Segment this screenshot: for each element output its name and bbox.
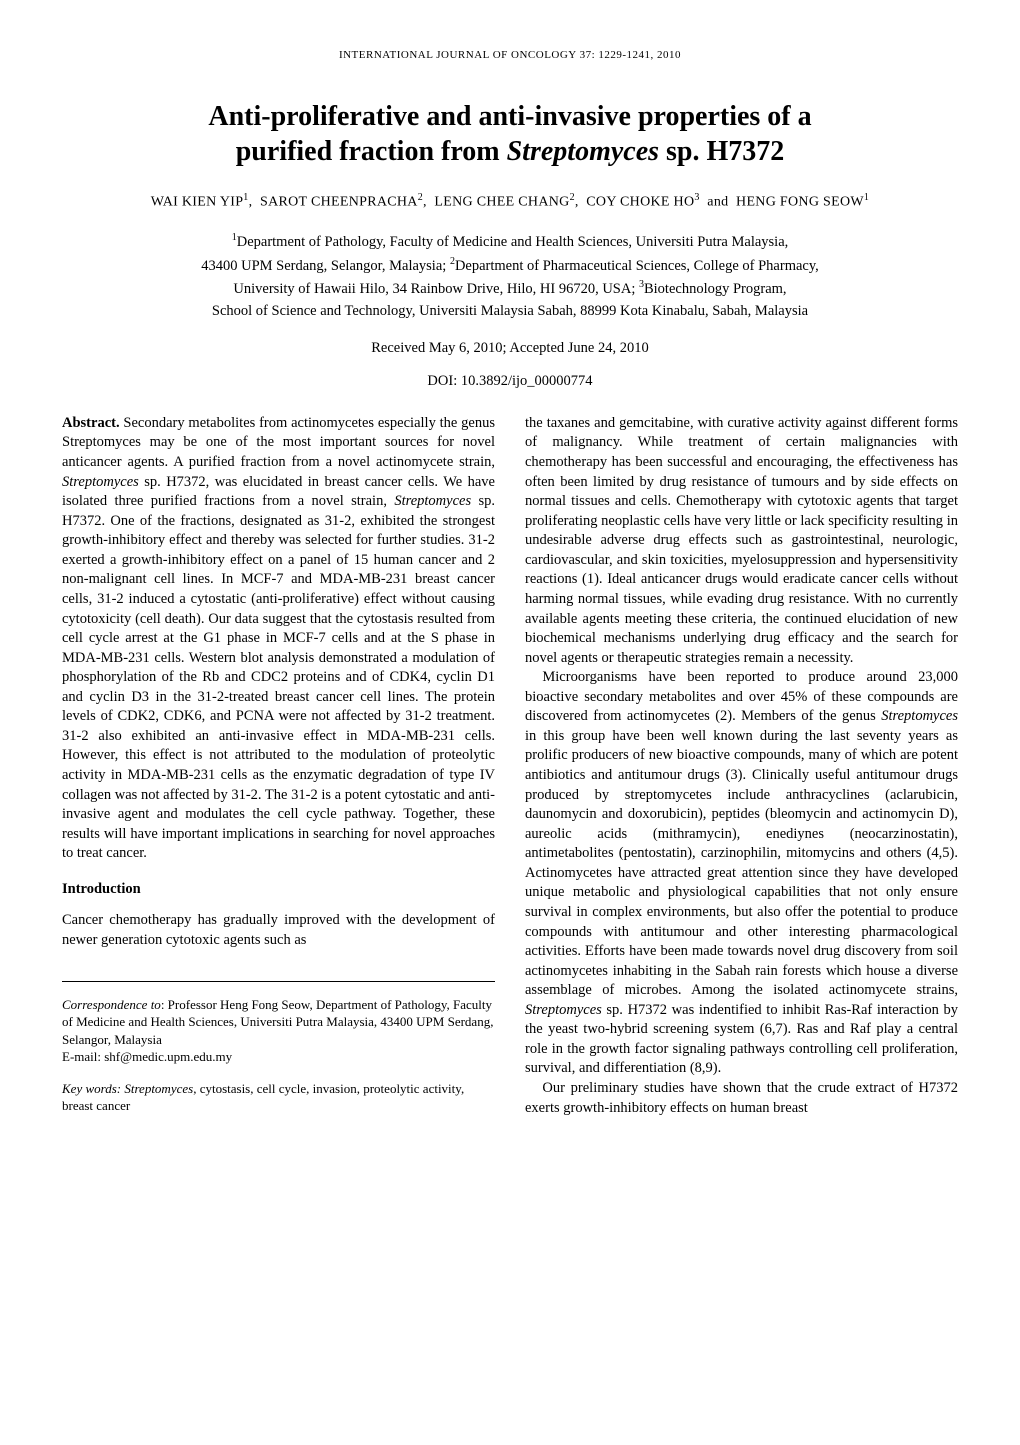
- author-2-sup: 2: [418, 192, 423, 203]
- correspondence-block: Correspondence to: Professor Heng Fong S…: [62, 996, 495, 1066]
- keywords-block: Key words: Streptomyces, cytostasis, cel…: [62, 1080, 495, 1115]
- received-accepted-dates: Received May 6, 2010; Accepted June 24, …: [62, 339, 958, 359]
- authors-line: WAI KIEN YIP1, SAROT CHEENPRACHA2, LENG …: [62, 191, 958, 213]
- author-5-sup: 1: [864, 192, 869, 203]
- intro-p2-genus-1: Streptomyces: [881, 708, 958, 724]
- affil-line-1: Department of Pathology, Faculty of Medi…: [237, 234, 789, 250]
- intro-paragraph-1-right: the taxanes and gemcitabine, with curati…: [525, 414, 958, 668]
- affil-line-4: School of Science and Technology, Univer…: [212, 303, 808, 319]
- two-column-body: Abstract. Secondary metabolites from act…: [62, 414, 958, 1118]
- abstract-genus-2: Streptomyces: [394, 493, 471, 509]
- abstract-paragraph: Abstract. Secondary metabolites from act…: [62, 414, 495, 864]
- affil-line-2-post: Department of Pharmaceutical Sciences, C…: [455, 258, 819, 274]
- correspondence-email: E-mail: shf@medic.upm.edu.my: [62, 1049, 232, 1064]
- title-line-2-pre: purified fraction from: [236, 136, 507, 167]
- intro-paragraph-3: Our preliminary studies have shown that …: [525, 1079, 958, 1118]
- intro-paragraph-2: Microorganisms have been reported to pro…: [525, 668, 958, 1079]
- correspondence-label: Correspondence to: [62, 997, 161, 1012]
- keywords-label: Key words:: [62, 1081, 124, 1096]
- author-4-sup: 3: [694, 192, 699, 203]
- author-5: HENG FONG SEOW: [736, 195, 864, 210]
- right-column: the taxanes and gemcitabine, with curati…: [525, 414, 958, 1118]
- paper-title: Anti-proliferative and anti-invasive pro…: [62, 99, 958, 169]
- abstract-label: Abstract.: [62, 415, 120, 431]
- footer-divider: [62, 981, 495, 982]
- journal-header: INTERNATIONAL JOURNAL OF ONCOLOGY 37: 12…: [62, 48, 958, 63]
- title-line-2-post: sp. H7372: [659, 136, 784, 167]
- left-column: Abstract. Secondary metabolites from act…: [62, 414, 495, 1118]
- author-2: SAROT CHEENPRACHA: [260, 195, 418, 210]
- affil-line-3-pre: University of Hawaii Hilo, 34 Rainbow Dr…: [233, 281, 639, 297]
- abstract-text-a: Secondary metabolites from actinomycetes…: [62, 415, 495, 470]
- title-line-1: Anti-proliferative and anti-invasive pro…: [208, 101, 811, 132]
- affil-line-3-post: Biotechnology Program,: [644, 281, 787, 297]
- author-1: WAI KIEN YIP: [151, 195, 244, 210]
- affil-line-2-pre: 43400 UPM Serdang, Selangor, Malaysia;: [201, 258, 450, 274]
- author-4: COY CHOKE HO: [586, 195, 694, 210]
- affiliations: 1Department of Pathology, Faculty of Med…: [62, 230, 958, 322]
- abstract-text-c: sp. H7372. One of the fractions, designa…: [62, 493, 495, 861]
- title-genus: Streptomyces: [507, 136, 659, 167]
- keywords-genus: Streptomyces: [124, 1081, 193, 1096]
- author-1-sup: 1: [243, 192, 248, 203]
- author-3: LENG CHEE CHANG: [434, 195, 569, 210]
- intro-paragraph-1-left: Cancer chemotherapy has gradually improv…: [62, 911, 495, 950]
- introduction-heading: Introduction: [62, 880, 495, 900]
- abstract-genus-1: Streptomyces: [62, 474, 139, 490]
- author-3-sup: 2: [570, 192, 575, 203]
- doi: DOI: 10.3892/ijo_00000774: [62, 372, 958, 392]
- intro-p2-b: in this group have been well known durin…: [525, 728, 958, 998]
- intro-p2-genus-2: Streptomyces: [525, 1002, 602, 1018]
